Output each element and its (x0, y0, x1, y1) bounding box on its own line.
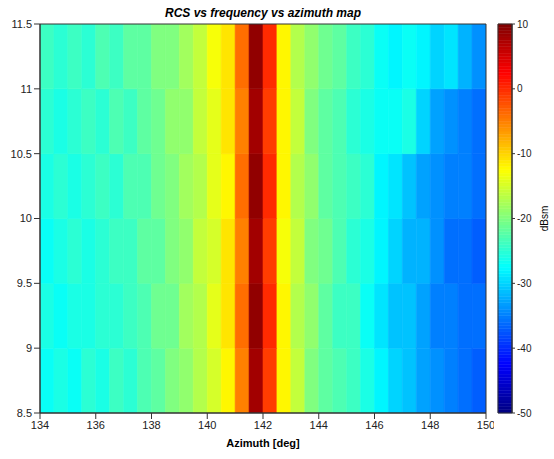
svg-text:-30: -30 (517, 278, 532, 289)
svg-text:134: 134 (31, 419, 49, 431)
svg-text:11: 11 (21, 83, 32, 95)
svg-text:10: 10 (20, 212, 32, 224)
svg-text:146: 146 (365, 419, 383, 431)
svg-text:140: 140 (198, 419, 216, 431)
svg-text:142: 142 (254, 419, 272, 431)
svg-text:8.5: 8.5 (17, 407, 32, 419)
svg-text:-20: -20 (517, 213, 532, 224)
html-text:dBsm: dBsm (539, 205, 551, 232)
svg-text:9: 9 (26, 342, 32, 354)
svg-text:10: 10 (517, 19, 529, 30)
html-text:RCS vs frequency vs azimuth ma: RCS vs frequency vs azimuth map (165, 6, 361, 20)
svg-text:0: 0 (517, 83, 523, 94)
svg-text:Azimuth [deg]: Azimuth [deg] (226, 437, 300, 449)
svg-text:150: 150 (477, 419, 494, 431)
svg-text:144: 144 (310, 419, 328, 431)
svg-text:11.5: 11.5 (11, 18, 32, 30)
svg-text:138: 138 (142, 419, 160, 431)
svg-text:9.5: 9.5 (17, 277, 32, 289)
svg-text:-10: -10 (517, 148, 532, 159)
svg-text:10.5: 10.5 (11, 148, 32, 160)
svg-text:148: 148 (421, 419, 439, 431)
svg-text:-40: -40 (517, 343, 532, 354)
svg-text:136: 136 (87, 419, 105, 431)
svg-text:-50: -50 (517, 408, 532, 419)
